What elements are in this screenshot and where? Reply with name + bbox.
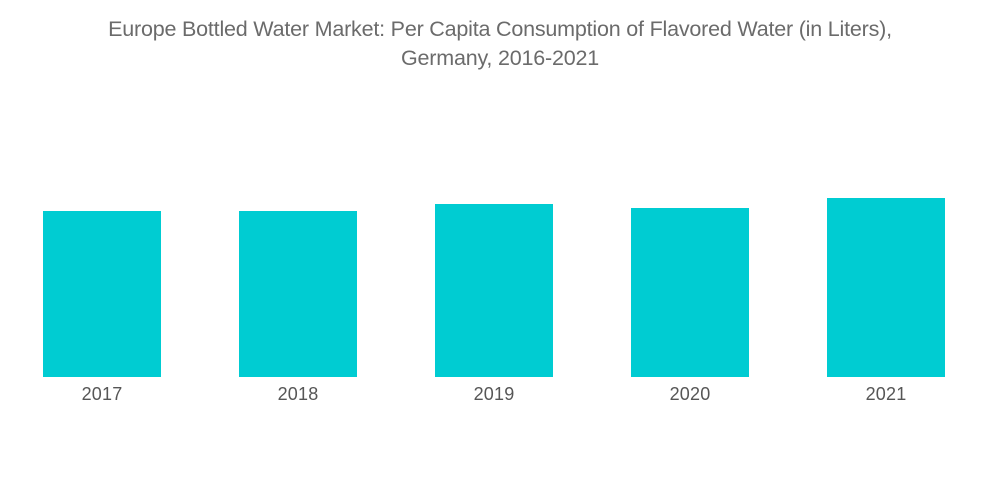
chart-title-line2: Germany, 2016-2021 <box>401 46 599 70</box>
x-axis-label-2020: 2020 <box>669 384 711 404</box>
bar-group-2019: 2019 <box>435 204 553 404</box>
bar-group-2018: 2018 <box>239 211 357 404</box>
x-axis-label-2017: 2017 <box>81 384 123 404</box>
bar-chart-plot-area: 2017 2018 2019 2020 2021 <box>43 190 945 404</box>
bar-group-2017: 2017 <box>43 211 161 404</box>
chart-title-line1: Europe Bottled Water Market: Per Capita … <box>108 17 892 41</box>
bar-2018 <box>239 211 357 377</box>
bar-2020 <box>631 208 749 377</box>
x-axis-label-2019: 2019 <box>473 384 515 404</box>
bar-2019 <box>435 204 553 377</box>
x-axis-label-2018: 2018 <box>277 384 319 404</box>
chart-title: Europe Bottled Water Market: Per Capita … <box>0 15 1000 73</box>
x-axis-label-2021: 2021 <box>865 384 907 404</box>
bar-2021 <box>827 198 945 377</box>
bar-group-2020: 2020 <box>631 208 749 404</box>
bar-group-2021: 2021 <box>827 198 945 404</box>
bar-2017 <box>43 211 161 377</box>
